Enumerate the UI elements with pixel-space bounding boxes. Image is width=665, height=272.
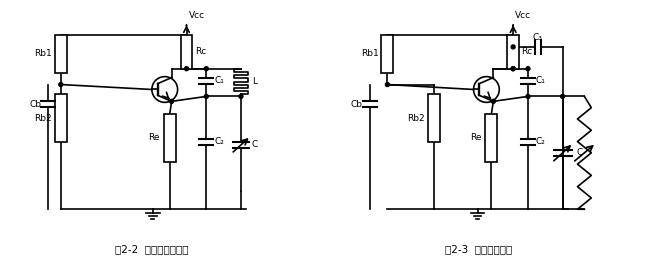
Text: C₂: C₂ [536, 137, 546, 146]
Circle shape [239, 94, 243, 98]
Circle shape [511, 67, 515, 71]
Text: Re: Re [148, 134, 160, 143]
Text: Vcc: Vcc [515, 11, 531, 20]
Text: Cb: Cb [350, 100, 362, 109]
Text: Cb: Cb [29, 100, 41, 109]
Bar [428, 94, 440, 142]
Circle shape [170, 99, 174, 103]
Bar [181, 35, 192, 69]
Text: C₂: C₂ [214, 137, 224, 146]
Circle shape [59, 82, 63, 86]
Text: 图2-2  克拉泼振荡电路: 图2-2 克拉泼振荡电路 [115, 244, 189, 254]
Text: Rb1: Rb1 [34, 49, 52, 58]
Circle shape [204, 94, 208, 98]
Bar [55, 35, 66, 73]
Text: Rb2: Rb2 [34, 114, 52, 123]
Text: C: C [251, 140, 258, 149]
Text: Re: Re [469, 134, 481, 143]
Circle shape [491, 99, 495, 103]
Text: L: L [252, 77, 257, 86]
Text: Rc: Rc [195, 47, 206, 56]
Text: Rc: Rc [521, 47, 533, 56]
Text: 图2-3  西勒振荡电路: 图2-3 西勒振荡电路 [445, 244, 512, 254]
Text: C: C [577, 148, 583, 157]
Text: C₁: C₁ [214, 76, 224, 85]
Circle shape [511, 45, 515, 49]
Bar [164, 114, 176, 162]
Circle shape [184, 67, 188, 71]
Text: Rb1: Rb1 [360, 49, 378, 58]
Bar [55, 94, 66, 142]
Circle shape [386, 82, 390, 86]
Text: C₁: C₁ [536, 76, 546, 85]
Circle shape [526, 67, 530, 71]
Circle shape [561, 94, 565, 98]
Bar [507, 35, 519, 69]
Bar [382, 35, 394, 73]
Circle shape [526, 94, 530, 98]
Text: Rb2: Rb2 [408, 114, 425, 123]
Text: Vcc: Vcc [188, 11, 205, 20]
Circle shape [511, 67, 515, 71]
Text: C₃: C₃ [533, 33, 543, 42]
Bar [485, 114, 497, 162]
Circle shape [204, 67, 208, 71]
